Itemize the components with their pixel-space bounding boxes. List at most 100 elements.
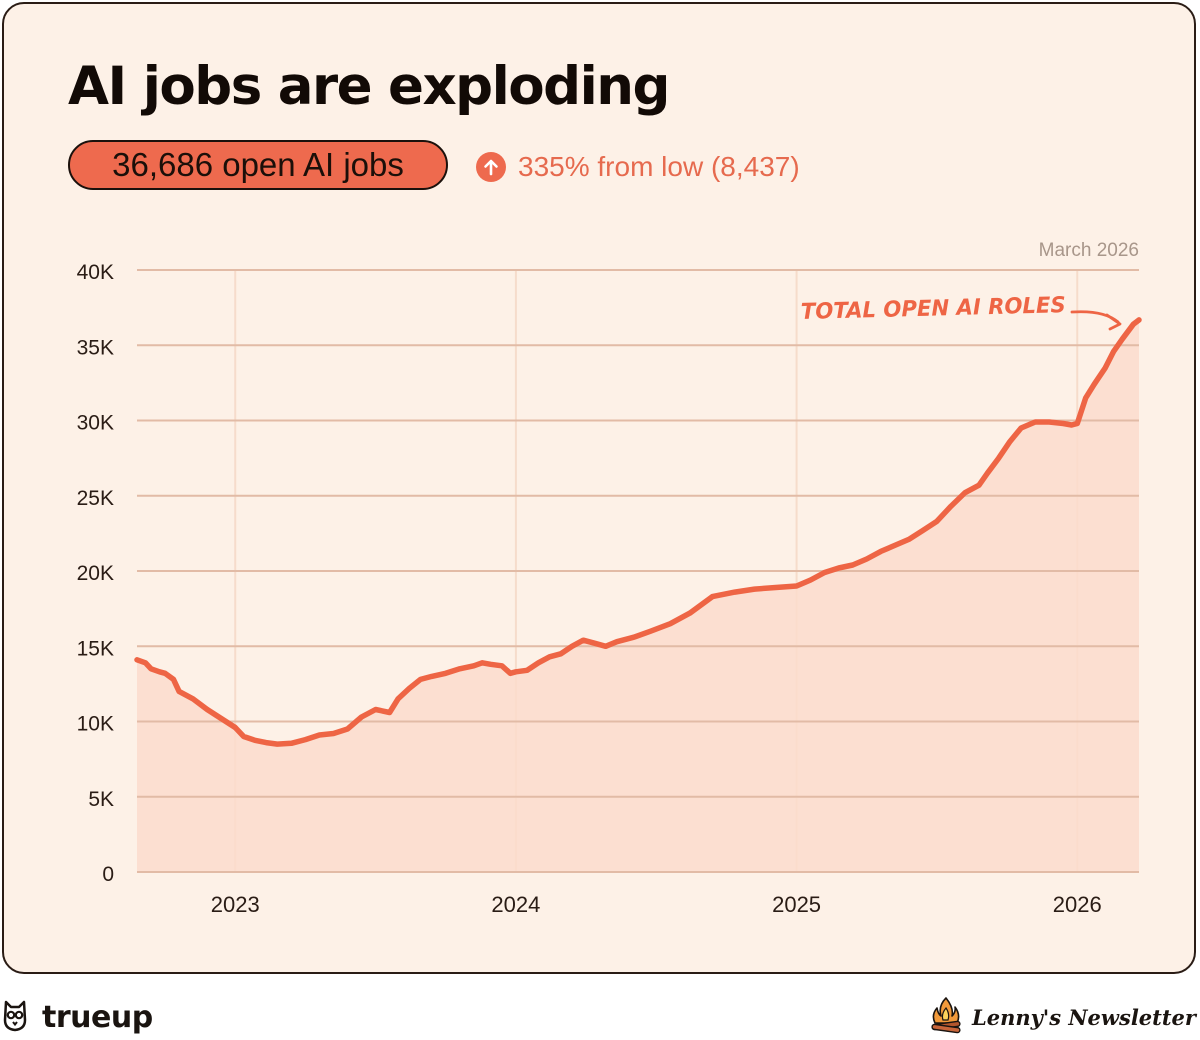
data-point [387, 710, 392, 715]
data-point [934, 519, 940, 524]
campfire-logo-icon [928, 996, 964, 1039]
data-point [457, 666, 462, 671]
x-tick-label: 2026 [1053, 892, 1102, 917]
data-point [558, 651, 563, 656]
chart-card: AI jobs are exploding 36,686 open AI job… [2, 2, 1196, 974]
data-point [499, 663, 505, 668]
data-point [836, 565, 841, 571]
data-point [1111, 349, 1116, 354]
trueup-brand: trueup [2, 994, 153, 1040]
data-point [275, 741, 280, 747]
data-point [143, 660, 148, 665]
data-point [996, 455, 1001, 461]
data-point [157, 669, 162, 674]
data-point [850, 562, 855, 568]
y-tick-label: 20K [77, 562, 114, 585]
annotation-label: TOTAL OPEN AI ROLES [801, 293, 1067, 325]
data-point [176, 689, 182, 694]
data-point [471, 663, 476, 668]
data-point [878, 549, 883, 554]
trueup-wordmark: trueup [42, 999, 153, 1035]
data-point [985, 471, 990, 476]
data-point [603, 644, 608, 649]
data-point [1083, 395, 1088, 401]
y-tick-label: 30K [77, 412, 114, 435]
data-point [648, 629, 653, 634]
data-point [480, 660, 485, 665]
data-point [581, 638, 586, 643]
data-point [134, 657, 140, 662]
area-chart: 0 5K 10K 15K 20K 25K 30K 35K 40K 2023 2024 2025 2026… [77, 240, 1142, 917]
data-point [906, 537, 911, 542]
data-point [920, 528, 926, 533]
data-point [687, 610, 693, 616]
data-point [962, 490, 968, 495]
owl-logo-icon [2, 998, 28, 1037]
data-point [732, 589, 737, 595]
data-point [1131, 322, 1136, 327]
data-point [219, 716, 224, 721]
data-point [373, 707, 378, 712]
data-point [547, 654, 552, 659]
data-point [1047, 419, 1052, 425]
x-tick-label: 2025 [772, 892, 821, 917]
data-point [233, 725, 238, 730]
data-point [263, 740, 269, 745]
data-point [864, 556, 869, 562]
x-tick-label: 2024 [491, 892, 540, 917]
data-point [752, 586, 757, 592]
data-point [171, 677, 176, 682]
data-point [1018, 425, 1024, 431]
data-point [822, 570, 827, 575]
data-point [205, 707, 210, 712]
data-point [252, 738, 258, 743]
y-tick-label: 35K [77, 336, 114, 359]
series-line [134, 317, 1142, 747]
data-point [710, 594, 715, 599]
data-point [771, 585, 777, 590]
data-point [794, 583, 799, 589]
change-text: 335% from low (8,437) [518, 151, 800, 182]
change-indicator: 335% from low (8,437) [476, 150, 800, 184]
arrow-up-circle-icon [476, 152, 506, 182]
annotation-arrowhead [1105, 313, 1122, 331]
data-point [569, 644, 575, 649]
y-tick-label: 10K [77, 713, 114, 736]
open-jobs-pill: 36,686 open AI jobs [68, 140, 448, 190]
data-point [289, 741, 294, 746]
data-point [1075, 421, 1080, 426]
data-point [395, 696, 401, 702]
data-point [513, 669, 519, 674]
data-point [808, 577, 813, 583]
date-label: March 2026 [1039, 240, 1139, 261]
data-point [345, 726, 350, 732]
data-point [359, 714, 364, 720]
data-point [1103, 365, 1108, 370]
y-tick-label: 25K [77, 487, 114, 510]
data-point [614, 639, 620, 644]
data-point [948, 504, 954, 509]
data-point [508, 671, 513, 676]
data-point [429, 674, 434, 679]
data-point [162, 671, 168, 676]
data-point [331, 731, 336, 736]
data-point [1120, 337, 1125, 342]
data-point [976, 483, 982, 488]
data-point [592, 641, 597, 646]
data-point [407, 686, 412, 691]
data-point [524, 668, 530, 673]
data-point [148, 666, 154, 671]
data-point [631, 635, 636, 640]
y-tick-label: 0 [102, 863, 114, 886]
data-point [418, 677, 423, 682]
data-point [317, 732, 322, 738]
lennys-newsletter-wordmark: Lenny's Newsletter [971, 1004, 1196, 1030]
data-point [668, 621, 673, 626]
data-point [1091, 382, 1097, 387]
y-tick-label: 5K [88, 788, 114, 811]
data-point [190, 696, 196, 702]
data-point [1007, 439, 1013, 444]
series-area [137, 319, 1139, 872]
lennys-newsletter-brand: Lenny's Newsletter [928, 994, 1196, 1040]
data-point [241, 734, 246, 739]
